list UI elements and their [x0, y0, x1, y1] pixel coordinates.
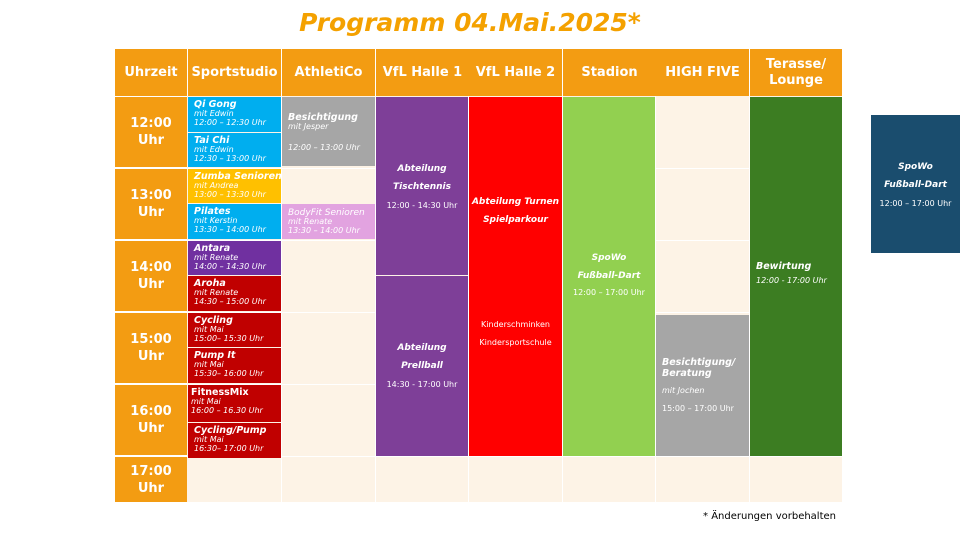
time-14: 14:00 Uhr	[115, 241, 187, 311]
header-uhrzeit: Uhrzeit	[115, 49, 187, 96]
event-zumba-senioren: Zumba Senioren mit Andrea 13:00 – 13:30 …	[188, 169, 281, 203]
time-15: 15:00 Uhr	[115, 313, 187, 383]
event-qi-gong: Qi Gong mit Edwin 12:00 – 12:30 Uhr	[188, 97, 281, 132]
event-pump-it: Pump It mit Mai 15:30– 16:00 Uhr	[188, 348, 281, 383]
footnote: * Änderungen vorbehalten	[703, 511, 836, 522]
side-box-spowo: SpoWo Fußball-Dart 12:00 – 17:00 Uhr	[871, 115, 960, 253]
grid-divider	[749, 96, 750, 502]
event-fitnessmix: FitnessMix mit Mai 16:00 – 16.30 Uhr	[188, 385, 281, 422]
time-16: 16:00 Uhr	[115, 385, 187, 455]
event-besichtigung-athletico: Besichtigung mit Jesper 12:00 – 13:00 Uh…	[282, 97, 375, 166]
grid-divider	[375, 96, 376, 502]
event-bodyfit-senioren: BodyFit Senioren mit Renate 13:30 – 14:0…	[282, 204, 375, 239]
event-spowo-fussball-dart: SpoWo Fußball-Dart 12:00 – 17:00 Uhr	[563, 97, 655, 456]
event-cycling-pump: Cycling/Pump mit Mai 16:30– 17:00 Uhr	[188, 423, 281, 458]
header-athletico: AthletiCo	[282, 49, 375, 96]
event-abteilung-turnen: Abteilung Turnen Spielparkour Kinderschm…	[469, 97, 562, 456]
event-abteilung-tischtennis: Abteilung Tischtennis 12:00 - 14:30 Uhr	[376, 97, 468, 275]
header-high-five: HIGH FIVE	[656, 49, 749, 96]
grid-divider	[562, 96, 563, 502]
header-vfl-halle-1: VfL Halle 1	[376, 49, 469, 96]
time-17: 17:00 Uhr	[115, 457, 187, 502]
time-13: 13:00 Uhr	[115, 169, 187, 239]
header-stadion: Stadion	[563, 49, 656, 96]
grid-divider	[187, 456, 842, 457]
event-aroha: Aroha mit Renate 14:30 – 15:00 Uhr	[188, 276, 281, 311]
event-pilates: Pilates mit Kerstin 13:30 – 14:00 Uhr	[188, 204, 281, 239]
header-terrasse-lounge: Terasse/ Lounge	[750, 49, 842, 96]
grid-divider	[655, 96, 656, 502]
event-antara: Antara mit Renate 14:00 – 14:30 Uhr	[188, 241, 281, 275]
grid-divider	[281, 96, 282, 502]
time-12: 12:00 Uhr	[115, 97, 187, 167]
event-bewirtung: Bewirtung 12:00 - 17:00 Uhr	[750, 97, 842, 456]
grid-divider	[468, 96, 469, 502]
header-vfl-halle-2: VfL Halle 2	[469, 49, 562, 96]
event-tai-chi: Tai Chi mit Edwin 12:30 – 13:00 Uhr	[188, 133, 281, 167]
header-sportstudio: Sportstudio	[188, 49, 281, 96]
page-title: Programm 04.Mai.2025*	[299, 8, 641, 37]
event-abteilung-prellball: Abteilung Prellball 14:30 - 17:00 Uhr	[376, 276, 468, 456]
event-besichtigung-beratung: Besichtigung/ Beratung mit Jochen 15:00 …	[656, 315, 749, 456]
event-cycling: Cycling mit Mai 15:00– 15:30 Uhr	[188, 313, 281, 347]
